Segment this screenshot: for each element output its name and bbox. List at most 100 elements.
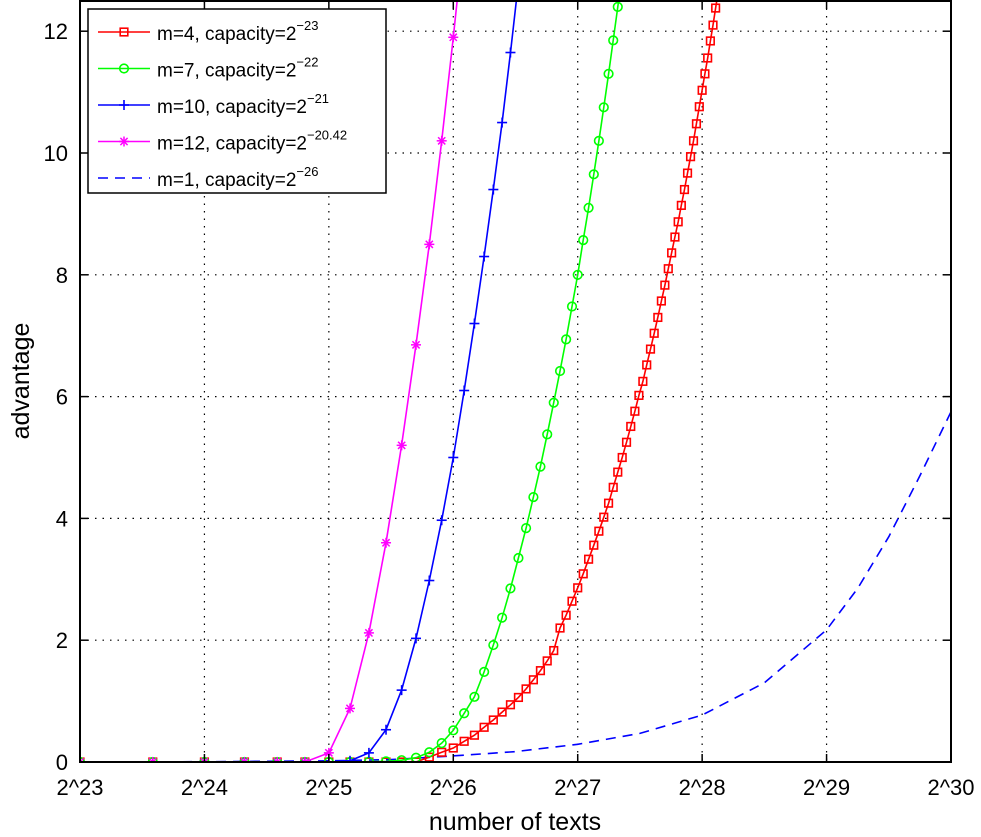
square-marker xyxy=(694,102,704,112)
square-marker xyxy=(697,85,707,95)
legend-item: m=4, capacity=2−23 xyxy=(98,18,318,45)
circle-marker xyxy=(554,365,566,377)
plot-frame xyxy=(79,0,952,763)
square-marker xyxy=(505,700,516,710)
y-tick-label: 12 xyxy=(44,19,68,44)
plus-marker xyxy=(411,633,422,644)
square-marker xyxy=(703,53,713,63)
axis-ticks xyxy=(79,1,952,763)
square-marker xyxy=(589,540,599,550)
plus-marker xyxy=(479,251,490,262)
square-marker xyxy=(638,376,648,386)
square-marker xyxy=(535,666,546,676)
legend-label: m=4, capacity=2−23 xyxy=(157,18,318,45)
asterisk-marker xyxy=(381,537,392,548)
asterisk-marker xyxy=(119,136,129,147)
plus-marker xyxy=(119,100,129,110)
circle-marker xyxy=(593,135,604,146)
x-tick-label: 2^24 xyxy=(181,775,228,800)
square-marker xyxy=(469,730,480,740)
circle-marker xyxy=(505,583,516,594)
plus-marker xyxy=(381,724,392,735)
series-line xyxy=(80,411,951,763)
square-marker xyxy=(711,3,721,13)
square-marker xyxy=(613,467,623,477)
square-marker xyxy=(567,596,577,606)
series-m1 xyxy=(80,411,951,763)
square-marker xyxy=(549,645,559,656)
circle-marker xyxy=(118,63,130,74)
square-marker xyxy=(708,20,718,30)
square-marker xyxy=(437,747,447,757)
y-tick-label: 0 xyxy=(56,750,68,775)
x-tick-label: 2^29 xyxy=(803,775,850,800)
square-marker xyxy=(459,736,469,746)
x-tick-label: 2^27 xyxy=(554,775,601,800)
circle-marker xyxy=(520,523,532,534)
square-marker xyxy=(626,421,636,432)
square-marker xyxy=(497,707,507,717)
circle-marker xyxy=(561,334,572,345)
circle-marker xyxy=(603,68,614,79)
plus-marker xyxy=(424,575,435,586)
square-marker xyxy=(691,119,702,129)
asterisk-marker xyxy=(448,32,459,43)
circle-marker xyxy=(396,755,407,763)
square-marker xyxy=(119,27,129,37)
square-marker xyxy=(528,675,538,685)
circle-marker xyxy=(548,397,559,408)
square-marker xyxy=(621,437,632,447)
square-marker xyxy=(448,743,458,753)
circle-marker xyxy=(459,708,470,719)
square-marker xyxy=(521,684,531,694)
circle-marker xyxy=(566,301,578,312)
circle-marker xyxy=(436,738,447,749)
plus-marker xyxy=(488,184,499,195)
plus-marker xyxy=(345,755,356,763)
circle-marker xyxy=(497,612,508,623)
circle-marker xyxy=(572,269,583,280)
circle-marker xyxy=(608,35,619,46)
x-axis-label: number of texts xyxy=(429,808,601,836)
square-marker xyxy=(603,498,614,508)
circle-marker xyxy=(535,461,546,472)
y-tick-label: 10 xyxy=(44,141,68,166)
x-tick-label: 2^23 xyxy=(56,775,103,800)
legend-box xyxy=(87,8,387,194)
legend-item: m=10, capacity=2−21 xyxy=(98,91,329,118)
plus-marker xyxy=(396,685,407,696)
legend-label: m=12, capacity=2−20.42 xyxy=(157,128,347,155)
square-marker xyxy=(663,264,673,274)
square-marker xyxy=(700,69,710,79)
square-marker xyxy=(594,526,604,536)
legend: m=4, capacity=2−23 m=7, capacity=2−22 m=10… xyxy=(87,8,387,194)
circle-marker xyxy=(513,552,524,564)
square-marker xyxy=(479,722,489,732)
square-marker xyxy=(617,452,627,463)
plus-marker xyxy=(448,452,459,463)
square-marker xyxy=(660,280,670,290)
square-marker xyxy=(578,569,588,579)
asterisk-marker xyxy=(363,627,374,638)
square-marker xyxy=(424,752,434,762)
x-tick-label: 2^25 xyxy=(305,775,352,800)
x-tick-labels: 2^23 2^24 2^25 2^26 2^27 2^28 2^29 2^30 xyxy=(56,775,974,800)
y-axis-label: advantage xyxy=(7,323,35,440)
square-marker xyxy=(705,36,715,46)
circle-marker xyxy=(479,666,490,677)
circle-marker xyxy=(448,725,459,736)
plus-marker xyxy=(459,385,470,396)
square-marker xyxy=(688,136,699,146)
plus-marker xyxy=(497,117,508,128)
square-marker xyxy=(630,406,640,416)
circle-marker xyxy=(578,234,589,246)
square-marker xyxy=(583,554,594,564)
square-marker xyxy=(599,512,609,522)
square-marker xyxy=(634,390,644,400)
square-marker xyxy=(555,623,565,633)
asterisk-marker xyxy=(424,239,435,250)
circle-marker xyxy=(598,102,609,113)
circle-marker xyxy=(542,429,553,440)
grid-lines xyxy=(80,1,951,762)
